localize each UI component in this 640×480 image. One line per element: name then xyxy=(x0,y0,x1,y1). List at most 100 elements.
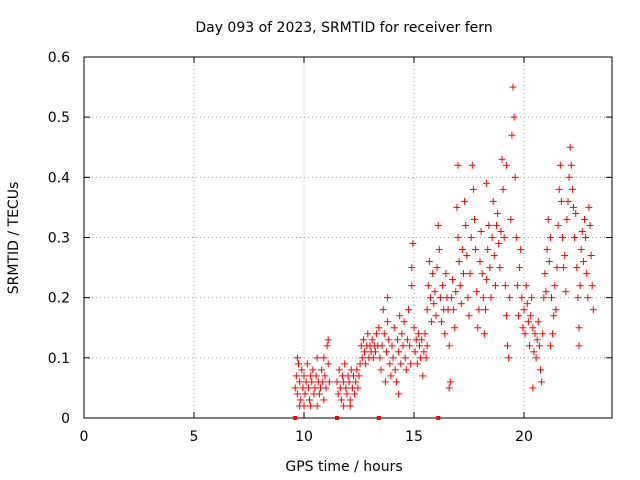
data-point xyxy=(292,372,300,380)
data-point xyxy=(411,348,419,356)
data-point xyxy=(401,354,409,362)
data-point xyxy=(576,282,584,290)
grid xyxy=(84,57,612,418)
data-point xyxy=(567,161,575,169)
data-point xyxy=(341,360,349,368)
data-point xyxy=(488,234,496,241)
data-point xyxy=(494,209,502,217)
data-point xyxy=(495,240,503,248)
data-point xyxy=(469,185,477,193)
data-point xyxy=(541,270,549,278)
data-point xyxy=(392,378,400,386)
data-point xyxy=(472,246,480,254)
data-point xyxy=(391,366,399,374)
data-point xyxy=(583,270,591,278)
data-point xyxy=(351,390,359,398)
data-point xyxy=(373,330,381,338)
data-point xyxy=(300,402,308,410)
data-point xyxy=(398,330,406,338)
data-point xyxy=(533,336,541,344)
data-point xyxy=(362,360,370,368)
data-point xyxy=(502,161,510,169)
data-point xyxy=(582,234,590,241)
data-point xyxy=(408,282,416,290)
data-point xyxy=(353,366,361,374)
data-point xyxy=(483,179,491,187)
data-point xyxy=(406,342,414,350)
data-point xyxy=(515,312,522,320)
data-point xyxy=(390,324,398,332)
data-point xyxy=(416,342,423,350)
data-point xyxy=(527,312,535,320)
data-point xyxy=(519,324,527,332)
data-point xyxy=(319,378,327,386)
data-point xyxy=(574,294,582,302)
data-point xyxy=(496,264,504,272)
y-tick-label: 0.4 xyxy=(48,170,70,186)
data-point xyxy=(573,264,581,272)
data-point xyxy=(337,396,345,404)
data-point xyxy=(379,306,387,314)
data-point xyxy=(355,372,363,380)
y-tick-label: 0.1 xyxy=(48,351,70,367)
data-point xyxy=(405,306,412,314)
data-point xyxy=(511,173,519,181)
data-point xyxy=(508,131,516,139)
data-point xyxy=(342,384,350,392)
data-point xyxy=(333,378,341,386)
data-point xyxy=(516,264,524,272)
data-point xyxy=(561,252,569,260)
data-point xyxy=(463,252,471,260)
x-tick-label: 20 xyxy=(515,429,533,445)
data-point xyxy=(318,366,326,374)
data-point xyxy=(380,330,388,338)
data-point xyxy=(456,282,464,290)
data-point xyxy=(403,336,411,344)
data-point xyxy=(552,306,560,314)
data-point xyxy=(560,264,568,272)
data-point xyxy=(451,324,459,332)
data-point xyxy=(513,282,521,290)
data-point xyxy=(539,330,547,338)
data-point xyxy=(298,366,306,374)
data-point xyxy=(384,294,392,302)
data-point xyxy=(510,113,518,121)
data-point xyxy=(431,288,439,296)
data-point xyxy=(587,252,595,260)
data-point xyxy=(457,300,465,308)
data-point xyxy=(359,336,367,344)
x-tick-label: 5 xyxy=(190,429,199,445)
y-tick-label: 0 xyxy=(61,411,70,427)
data-point xyxy=(550,312,558,320)
data-point xyxy=(432,312,440,320)
data-point xyxy=(315,390,323,398)
data-point xyxy=(476,258,484,266)
x-tick-label: 15 xyxy=(405,429,423,445)
data-point xyxy=(530,348,538,356)
data-point xyxy=(544,215,552,223)
data-point xyxy=(575,342,583,350)
data-point xyxy=(407,360,415,368)
y-tick-label: 0.6 xyxy=(48,50,70,66)
data-point xyxy=(572,209,580,217)
axis-marker xyxy=(436,416,441,420)
data-point xyxy=(454,161,462,169)
data-point xyxy=(321,372,329,380)
data-point xyxy=(447,294,455,302)
data-point xyxy=(414,330,422,338)
data-point xyxy=(540,294,548,302)
data-point xyxy=(396,312,404,320)
data-point xyxy=(324,360,332,368)
data-point xyxy=(480,330,488,338)
data-point xyxy=(445,342,453,350)
data-point xyxy=(300,372,308,380)
data-point xyxy=(548,294,555,302)
data-point xyxy=(589,306,597,314)
data-point xyxy=(450,306,458,314)
data-point xyxy=(304,384,312,392)
data-point xyxy=(381,378,389,386)
data-point xyxy=(588,282,596,290)
data-point xyxy=(498,155,506,163)
data-point xyxy=(546,234,554,241)
data-point xyxy=(452,288,460,296)
